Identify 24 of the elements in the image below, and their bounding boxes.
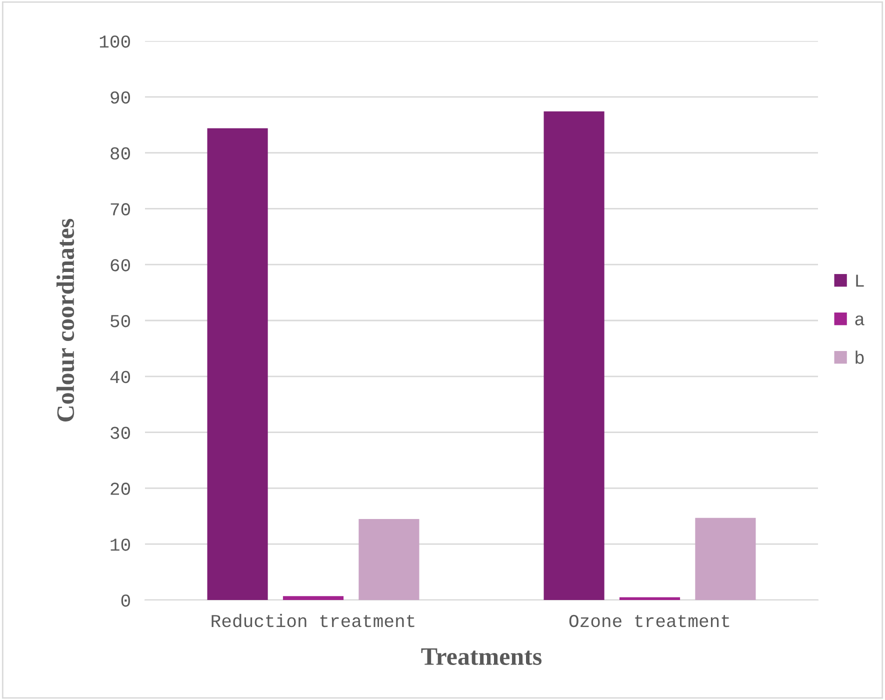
y-axis-title: Colour coordinates — [56, 218, 74, 422]
bar — [695, 518, 756, 600]
x-axis-title: Treatments — [421, 648, 542, 665]
bar — [544, 111, 604, 600]
x-tick-label: Reduction treatment — [212, 614, 414, 628]
y-tick-label: 100 — [100, 35, 130, 48]
y-tick-label: 60 — [110, 259, 130, 272]
legend-label: L — [856, 274, 864, 287]
bar — [207, 128, 268, 600]
x-tick-label: Ozone treatment — [569, 614, 730, 628]
bar — [619, 597, 680, 600]
y-tick-label: 40 — [110, 370, 130, 384]
bar — [358, 518, 420, 600]
y-tick-label: 0 — [121, 594, 130, 607]
y-tick-label: 30 — [110, 426, 130, 440]
y-tick-label: 50 — [110, 314, 130, 328]
bar — [282, 596, 344, 600]
y-tick-label: 80 — [110, 147, 130, 160]
y-tick-label: 20 — [110, 482, 130, 495]
y-tick-label: 90 — [110, 91, 130, 104]
y-tick-label: 70 — [110, 203, 130, 216]
legend-label: a — [855, 315, 864, 326]
legend-label: b — [856, 350, 864, 364]
y-tick-label: 10 — [110, 538, 130, 551]
